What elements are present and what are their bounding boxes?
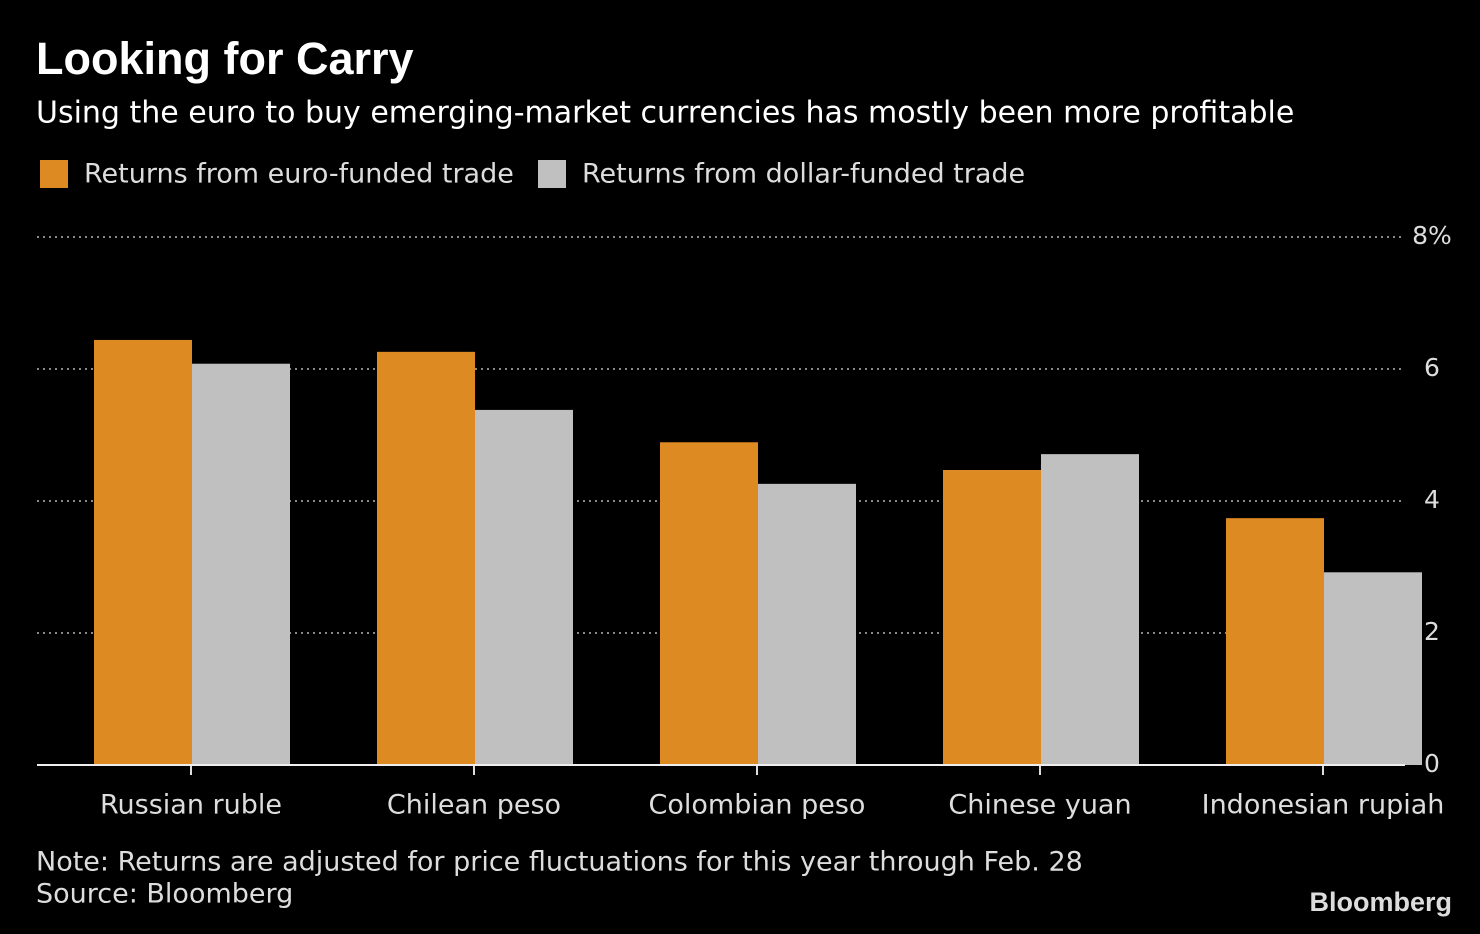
note: Note: Returns are adjusted for price flu…	[36, 847, 1083, 878]
x-tick-label: Indonesian rupiah	[1202, 790, 1445, 821]
x-tick-label: Colombian peso	[649, 790, 866, 821]
bar	[94, 339, 192, 765]
source: Source: Bloomberg	[36, 879, 293, 910]
bar	[1041, 454, 1139, 765]
x-tick-label: Chilean peso	[387, 790, 561, 821]
legend-swatch	[538, 160, 566, 188]
legend-swatch	[40, 160, 68, 188]
legend-label: Returns from dollar-funded trade	[582, 159, 1025, 190]
bar	[943, 469, 1041, 765]
bar	[660, 442, 758, 765]
y-tick-label: 6	[1424, 353, 1440, 382]
bar	[758, 483, 856, 765]
chart-title: Looking for Carry	[36, 33, 414, 84]
bar	[475, 409, 573, 765]
y-tick-label: 2	[1424, 617, 1440, 646]
y-tick-label: 8%	[1412, 221, 1452, 250]
legend-label: Returns from euro-funded trade	[84, 159, 514, 190]
bar	[1324, 572, 1422, 765]
bar	[1226, 518, 1324, 765]
chart-subtitle: Using the euro to buy emerging-market cu…	[36, 96, 1294, 131]
x-tick-label: Russian ruble	[100, 790, 282, 821]
bar	[192, 363, 290, 765]
bar	[377, 351, 475, 765]
y-tick-label: 0	[1424, 749, 1440, 778]
brand: Bloomberg	[1309, 887, 1452, 917]
y-tick-label: 4	[1424, 485, 1440, 514]
x-tick-label: Chinese yuan	[948, 790, 1131, 821]
